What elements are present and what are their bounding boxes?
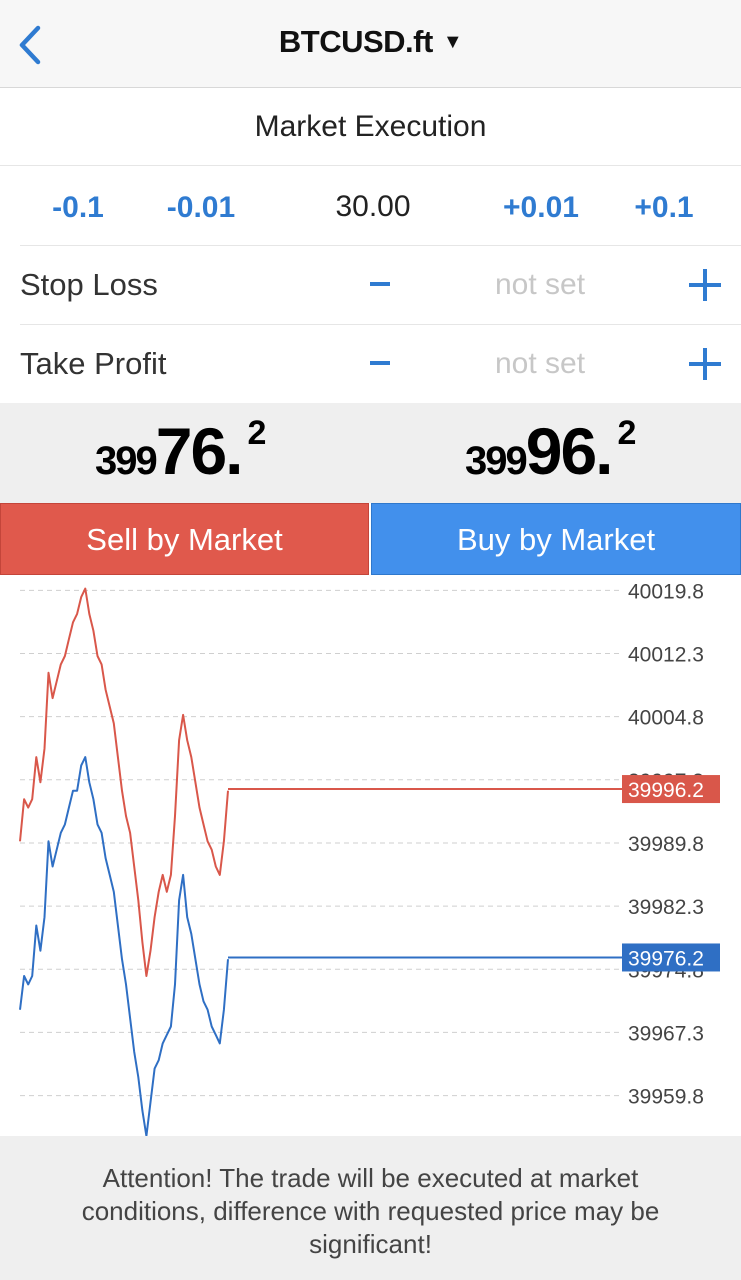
price-chart: 40019.840012.340004.839997.339989.839982… (0, 576, 741, 1137)
sell-by-market-button[interactable]: Sell by Market (0, 503, 369, 575)
bid-price-main: 76. (155, 414, 244, 488)
volume-increase-small-button[interactable]: +0.01 (503, 191, 579, 224)
y-tick-label: 39989.8 (628, 833, 704, 856)
volume-row: -0.1 -0.01 30.00 +0.01 +0.1 (0, 166, 741, 246)
market-execution-notice: Attention! The trade will be executed at… (0, 1136, 741, 1280)
ask-price-line (19, 587, 229, 977)
ask-price: 39996. 2 (465, 413, 637, 503)
y-tick-label: 40012.3 (628, 643, 704, 666)
ask-price-prefix: 399 (465, 439, 528, 483)
execution-type-label[interactable]: Market Execution (254, 110, 487, 143)
take-profit-label: Take Profit (20, 346, 167, 381)
execution-type-selector[interactable]: Market Execution (0, 88, 741, 166)
chevron-left-icon (19, 25, 41, 65)
bid-price: 39976. 2 (95, 413, 267, 503)
symbol-selector[interactable]: BTCUSD.ft ▼ (0, 24, 741, 60)
caret-down-icon[interactable]: ▼ (442, 31, 463, 53)
stop-loss-row: Stop Loss not set (0, 245, 741, 324)
ask-price-marker-label: 39996.2 (628, 779, 704, 802)
take-profit-plus-button[interactable] (689, 348, 721, 380)
volume-decrease-small-button[interactable]: -0.01 (166, 191, 236, 224)
back-button[interactable] (14, 22, 54, 68)
stop-loss-value[interactable]: not set (494, 268, 586, 301)
y-tick-label: 39959.8 (628, 1086, 704, 1109)
take-profit-row: Take Profit not set (0, 324, 741, 403)
y-tick-label: 39967.3 (628, 1022, 704, 1045)
bid-price-sup: 2 (247, 414, 267, 452)
price-chart-svg: 40019.840012.340004.839997.339989.839982… (19, 580, 720, 1137)
ask-price-marker (622, 775, 720, 804)
divider (20, 324, 741, 325)
y-tick-label: 39982.3 (628, 896, 704, 919)
nav-bar: BTCUSD.ft ▼ (0, 0, 741, 88)
buy-by-market-button[interactable]: Buy by Market (371, 503, 741, 575)
y-tick-label: 40004.8 (628, 707, 704, 730)
take-profit-minus-button[interactable] (370, 361, 390, 365)
ask-price-sup: 2 (617, 414, 637, 452)
bid-price-marker (622, 943, 720, 972)
take-profit-value[interactable]: not set (494, 347, 586, 380)
stop-loss-minus-button[interactable] (370, 282, 390, 286)
bid-price-line (19, 756, 229, 1137)
y-tick-label: 40019.8 (628, 580, 704, 603)
stop-loss-plus-button[interactable] (689, 269, 721, 301)
volume-value[interactable]: 30.00 (335, 190, 411, 223)
divider (20, 245, 741, 246)
bid-price-marker-label: 39976.2 (628, 947, 704, 970)
stop-loss-label: Stop Loss (20, 267, 158, 302)
volume-decrease-large-button[interactable]: -0.1 (52, 191, 104, 224)
bid-price-prefix: 399 (95, 439, 158, 483)
ask-price-main: 96. (525, 414, 614, 488)
volume-increase-large-button[interactable]: +0.1 (634, 191, 694, 224)
symbol-title[interactable]: BTCUSD.ft (278, 24, 433, 59)
price-band: 39976. 2 39996. 2 (0, 403, 741, 503)
